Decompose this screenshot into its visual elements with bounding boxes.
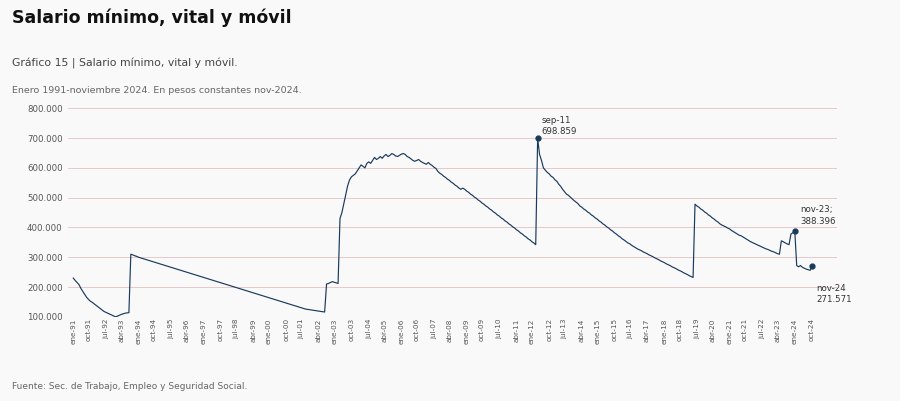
Text: Fuente: Sec. de Trabajo, Empleo y Seguridad Social.: Fuente: Sec. de Trabajo, Empleo y Seguri… bbox=[12, 382, 248, 391]
Text: nov-23;
388.396: nov-23; 388.396 bbox=[800, 205, 836, 225]
Text: sep-11
698.859: sep-11 698.859 bbox=[542, 116, 577, 136]
Text: nov-24
271.571: nov-24 271.571 bbox=[816, 284, 851, 304]
Text: Enero 1991-noviembre 2024. En pesos constantes nov-2024.: Enero 1991-noviembre 2024. En pesos cons… bbox=[12, 86, 302, 95]
Text: Salario mínimo, vital y móvil: Salario mínimo, vital y móvil bbox=[12, 8, 292, 26]
Text: Gráfico 15 | Salario mínimo, vital y móvil.: Gráfico 15 | Salario mínimo, vital y móv… bbox=[12, 58, 238, 69]
